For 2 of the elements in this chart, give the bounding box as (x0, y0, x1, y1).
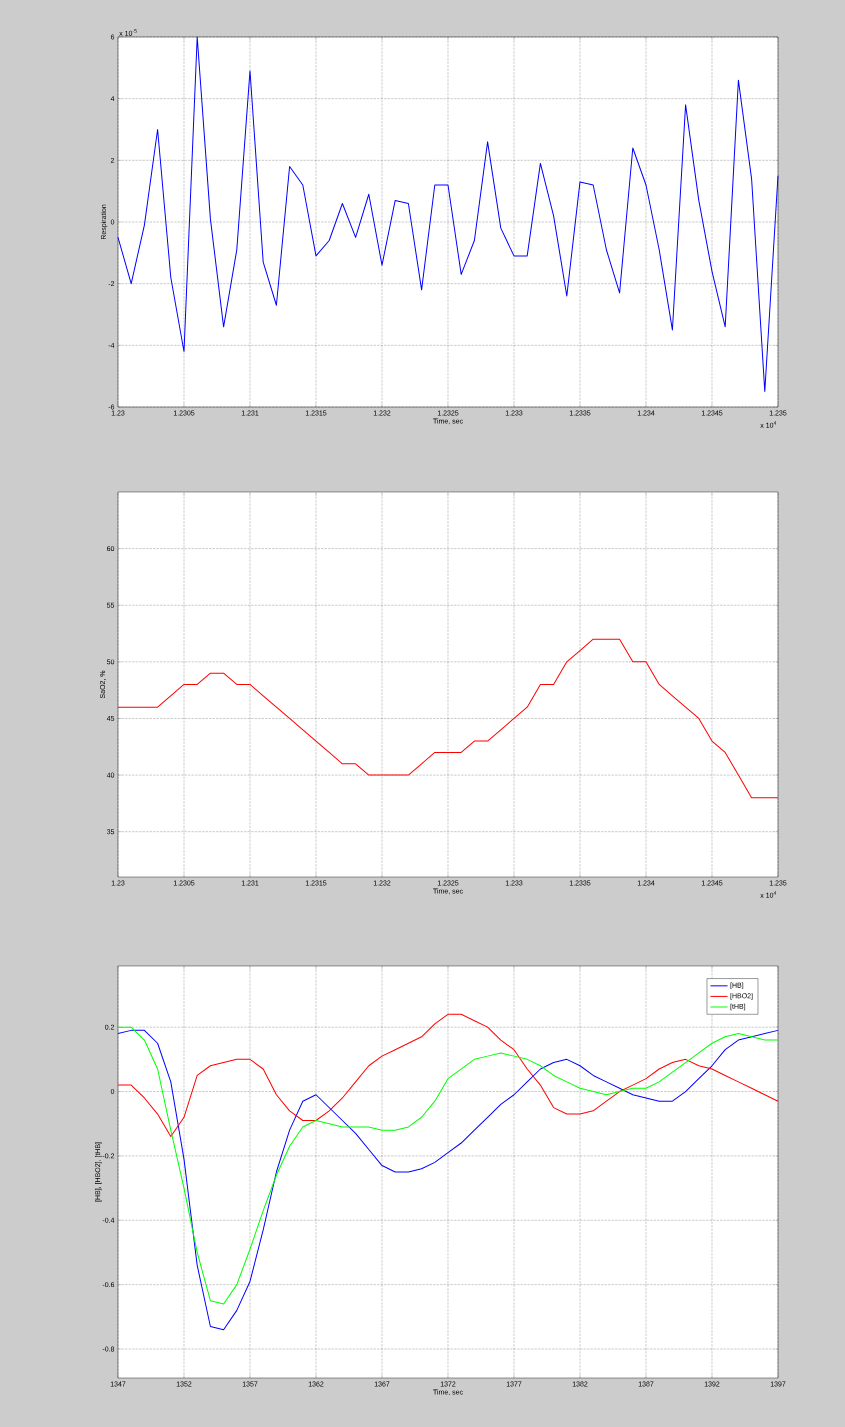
line-series (117, 36, 779, 393)
line-series (117, 1013, 779, 1138)
